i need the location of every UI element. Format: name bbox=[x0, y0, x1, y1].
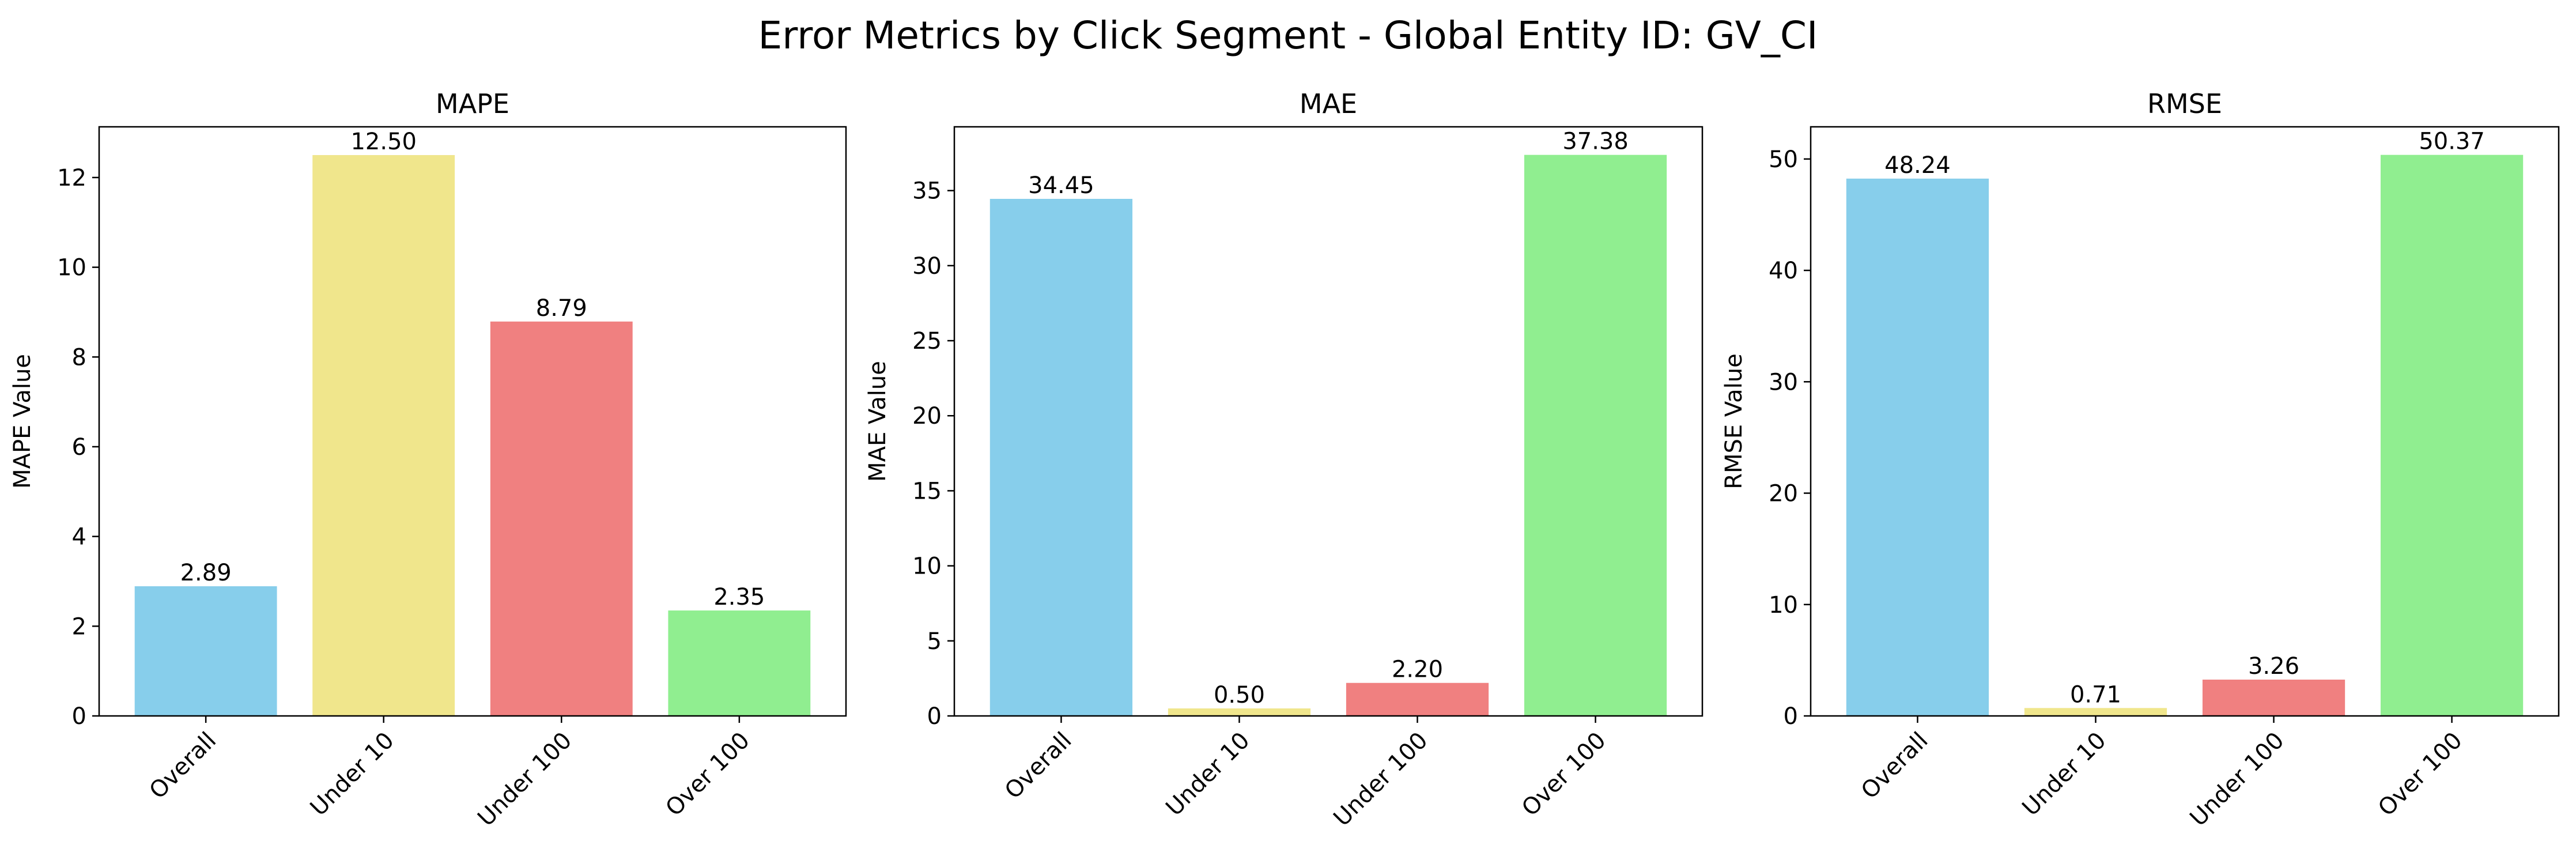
bar bbox=[2024, 708, 2167, 716]
data-label: 2.35 bbox=[713, 584, 765, 610]
y-tick-label: 0 bbox=[72, 703, 86, 730]
x-tick-label: Under 10 bbox=[1161, 727, 1255, 821]
y-axis-label: MAPE Value bbox=[9, 354, 36, 489]
y-tick-label: 6 bbox=[72, 434, 86, 461]
x-tick-label: Overall bbox=[145, 727, 222, 805]
y-tick-label: 0 bbox=[927, 703, 942, 730]
bar bbox=[1524, 154, 1667, 716]
x-tick-label: Under 100 bbox=[2185, 727, 2289, 832]
figure-title: Error Metrics by Click Segment - Global … bbox=[758, 13, 1818, 58]
x-tick-label: Under 100 bbox=[1328, 727, 1433, 832]
y-tick-label: 10 bbox=[57, 255, 86, 281]
plot-frame bbox=[98, 126, 847, 717]
x-tick-label: Under 10 bbox=[2017, 727, 2111, 821]
chart-title: MAE bbox=[1300, 88, 1357, 119]
bar bbox=[134, 586, 277, 716]
y-tick-label: 25 bbox=[912, 328, 942, 355]
y-tick-label: 8 bbox=[72, 344, 86, 371]
y-tick-label: 5 bbox=[927, 628, 942, 655]
plot-frame bbox=[1810, 126, 2560, 717]
y-axis-label: RMSE Value bbox=[1721, 353, 1747, 489]
y-tick-label: 35 bbox=[912, 178, 942, 205]
y-tick-label: 2 bbox=[72, 613, 86, 640]
chart-title: RMSE bbox=[2147, 88, 2222, 119]
y-tick-label: 30 bbox=[912, 253, 942, 280]
y-tick-label: 10 bbox=[1769, 592, 1798, 619]
y-tick-label: 0 bbox=[1784, 703, 1798, 730]
y-tick-label: 10 bbox=[912, 553, 942, 580]
bar bbox=[490, 321, 633, 716]
bar bbox=[1846, 178, 1989, 716]
x-tick-label: Over 100 bbox=[1517, 727, 1611, 822]
chart-panel-mape: MAPE 2.89 Overall 12.50 Under 10 8.79 Under 10… bbox=[9, 88, 847, 832]
data-label: 0.71 bbox=[2070, 681, 2121, 708]
x-tick-label: Overall bbox=[1856, 727, 1933, 805]
chart-panel-mae: MAE 34.45 Overall 0.50 Under 10 2.20 Under 100… bbox=[864, 88, 1704, 832]
y-tick-label: 50 bbox=[1769, 146, 1798, 173]
x-tick-label: Overall bbox=[1000, 727, 1077, 805]
y-tick-label: 15 bbox=[912, 478, 942, 504]
y-tick-label: 4 bbox=[72, 524, 86, 550]
x-tick-label: Under 10 bbox=[305, 727, 399, 821]
data-label: 2.89 bbox=[180, 560, 232, 586]
x-tick-label: Under 100 bbox=[473, 727, 577, 832]
data-label: 50.37 bbox=[2419, 129, 2485, 155]
y-tick-label: 12 bbox=[57, 165, 86, 191]
bar bbox=[312, 155, 455, 716]
chart-panel-rmse: RMSE 48.24 Overall 0.71 Under 10 3.26 Under 10… bbox=[1721, 88, 2560, 832]
data-label: 12.50 bbox=[350, 129, 417, 155]
bar bbox=[668, 610, 811, 716]
bar bbox=[2380, 154, 2524, 716]
y-tick-label: 20 bbox=[912, 403, 942, 429]
bar bbox=[2202, 680, 2345, 716]
data-label: 2.20 bbox=[1392, 657, 1443, 683]
bar bbox=[1168, 708, 1311, 716]
plot-frame bbox=[953, 126, 1704, 717]
data-label: 48.24 bbox=[1884, 152, 1951, 179]
data-label: 37.38 bbox=[1562, 129, 1629, 155]
data-label: 8.79 bbox=[536, 295, 587, 322]
bar bbox=[1346, 682, 1489, 716]
x-tick-label: Over 100 bbox=[660, 727, 755, 822]
chart-title: MAPE bbox=[436, 88, 509, 119]
y-tick-label: 40 bbox=[1769, 258, 1798, 284]
bar bbox=[989, 198, 1133, 717]
data-label: 3.26 bbox=[2248, 653, 2299, 680]
y-axis-label: MAE Value bbox=[864, 361, 891, 482]
data-label: 34.45 bbox=[1028, 172, 1094, 199]
x-tick-label: Over 100 bbox=[2373, 727, 2468, 822]
y-tick-label: 20 bbox=[1769, 481, 1798, 507]
y-tick-label: 30 bbox=[1769, 369, 1798, 395]
data-label: 0.50 bbox=[1214, 682, 1265, 708]
